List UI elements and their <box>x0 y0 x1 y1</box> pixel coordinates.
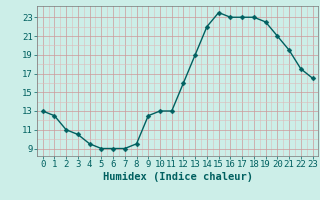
X-axis label: Humidex (Indice chaleur): Humidex (Indice chaleur) <box>103 172 252 182</box>
